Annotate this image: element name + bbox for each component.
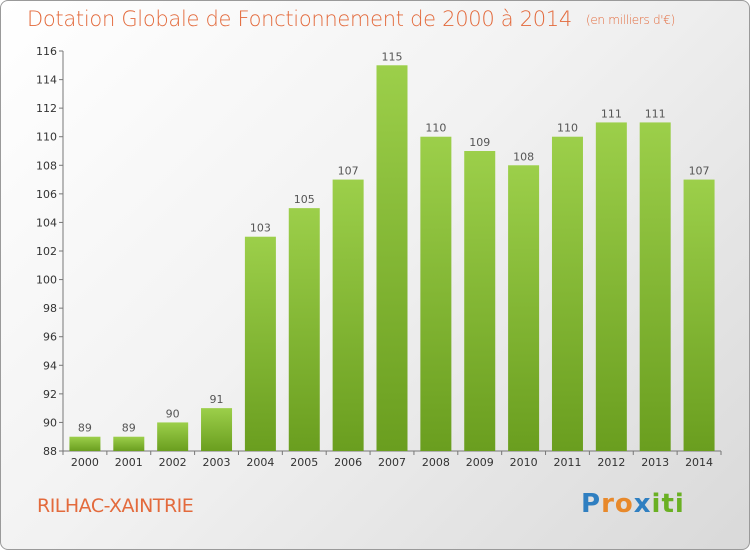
y-tick-label: 92 — [43, 388, 57, 401]
bar-2013 — [639, 122, 671, 451]
bar-2014 — [683, 179, 715, 452]
y-tick-label: 102 — [36, 245, 57, 258]
bar-2003 — [201, 408, 233, 451]
logo-letter: i — [651, 489, 662, 519]
value-label-2003: 91 — [210, 393, 224, 406]
commune-name: RILHAC-XAINTRIE — [37, 495, 194, 517]
bar-2005 — [288, 208, 320, 451]
bar-2011 — [551, 136, 583, 451]
x-tick-label-2006: 2006 — [334, 456, 362, 469]
bar-2012 — [595, 122, 627, 451]
value-label-2010: 108 — [513, 150, 534, 163]
y-tick-label: 100 — [36, 274, 57, 287]
y-tick-label: 94 — [43, 359, 57, 372]
logo-letter: i — [674, 489, 685, 519]
x-tick-label-2002: 2002 — [159, 456, 187, 469]
bar-2000 — [69, 436, 101, 451]
chart-title: Dotation Globale de Fonctionnement de 20… — [27, 7, 675, 31]
y-tick-label: 88 — [43, 445, 57, 458]
logo-letter: x — [633, 489, 652, 519]
x-tick-label-2009: 2009 — [466, 456, 494, 469]
y-tick-label: 116 — [36, 45, 57, 58]
value-label-2013: 111 — [645, 107, 666, 120]
value-label-2011: 110 — [557, 122, 578, 135]
value-label-2014: 107 — [689, 165, 710, 178]
proxiti-logo: Proxiti — [581, 489, 685, 519]
chart-unit: (en milliers d'€) — [585, 13, 675, 27]
bar-2007 — [376, 65, 408, 452]
y-tick-label: 114 — [36, 74, 57, 87]
bar-2001 — [113, 436, 145, 451]
logo-letter: t — [661, 489, 675, 519]
x-tick-label-2014: 2014 — [685, 456, 713, 469]
y-tick-label: 112 — [36, 102, 57, 115]
logo-letter: P — [581, 489, 602, 519]
value-label-2009: 109 — [469, 136, 490, 149]
y-tick-label: 106 — [36, 188, 57, 201]
x-tick-label-2011: 2011 — [553, 456, 581, 469]
logo-letter: r — [601, 489, 615, 519]
x-tick-label-2008: 2008 — [422, 456, 450, 469]
y-tick-label: 104 — [36, 216, 57, 229]
logo-letter: o — [614, 489, 634, 519]
x-tick-label-2007: 2007 — [378, 456, 406, 469]
y-tick-label: 96 — [43, 331, 57, 344]
value-label-2002: 90 — [166, 407, 180, 420]
bar-2006 — [332, 179, 364, 452]
y-tick-label: 108 — [36, 159, 57, 172]
bar-2004 — [244, 236, 276, 451]
axes: 88 90 92 94 96 98 100 102 104 106 108 110 112 114 116 2… — [36, 45, 722, 469]
value-label-2008: 110 — [425, 122, 446, 135]
value-label-2001: 89 — [122, 422, 136, 435]
bars: 89 89 90 91 103 105 107 115 110 109 108 110 111 111 10… — [69, 50, 715, 452]
y-tick-label: 110 — [36, 131, 57, 144]
x-tick-label-2005: 2005 — [290, 456, 318, 469]
x-tick-label-2010: 2010 — [510, 456, 538, 469]
x-tick-label-2012: 2012 — [597, 456, 625, 469]
x-tick-label-2004: 2004 — [246, 456, 274, 469]
bar-2009 — [464, 151, 496, 451]
x-tick-label-2001: 2001 — [115, 456, 143, 469]
x-tick-label-2003: 2003 — [203, 456, 231, 469]
x-tick-label-2000: 2000 — [71, 456, 99, 469]
bar-2010 — [508, 165, 540, 452]
value-label-2007: 115 — [382, 50, 403, 63]
bar-2002 — [157, 422, 189, 451]
value-label-2005: 105 — [294, 193, 315, 206]
value-label-2012: 111 — [601, 107, 622, 120]
bar-2008 — [420, 136, 452, 451]
y-tick-label: 98 — [43, 302, 57, 315]
y-tick-label: 90 — [43, 416, 57, 429]
x-tick-label-2013: 2013 — [641, 456, 669, 469]
value-label-2004: 103 — [250, 222, 271, 235]
value-label-2006: 107 — [338, 165, 359, 178]
value-label-2000: 89 — [78, 422, 92, 435]
